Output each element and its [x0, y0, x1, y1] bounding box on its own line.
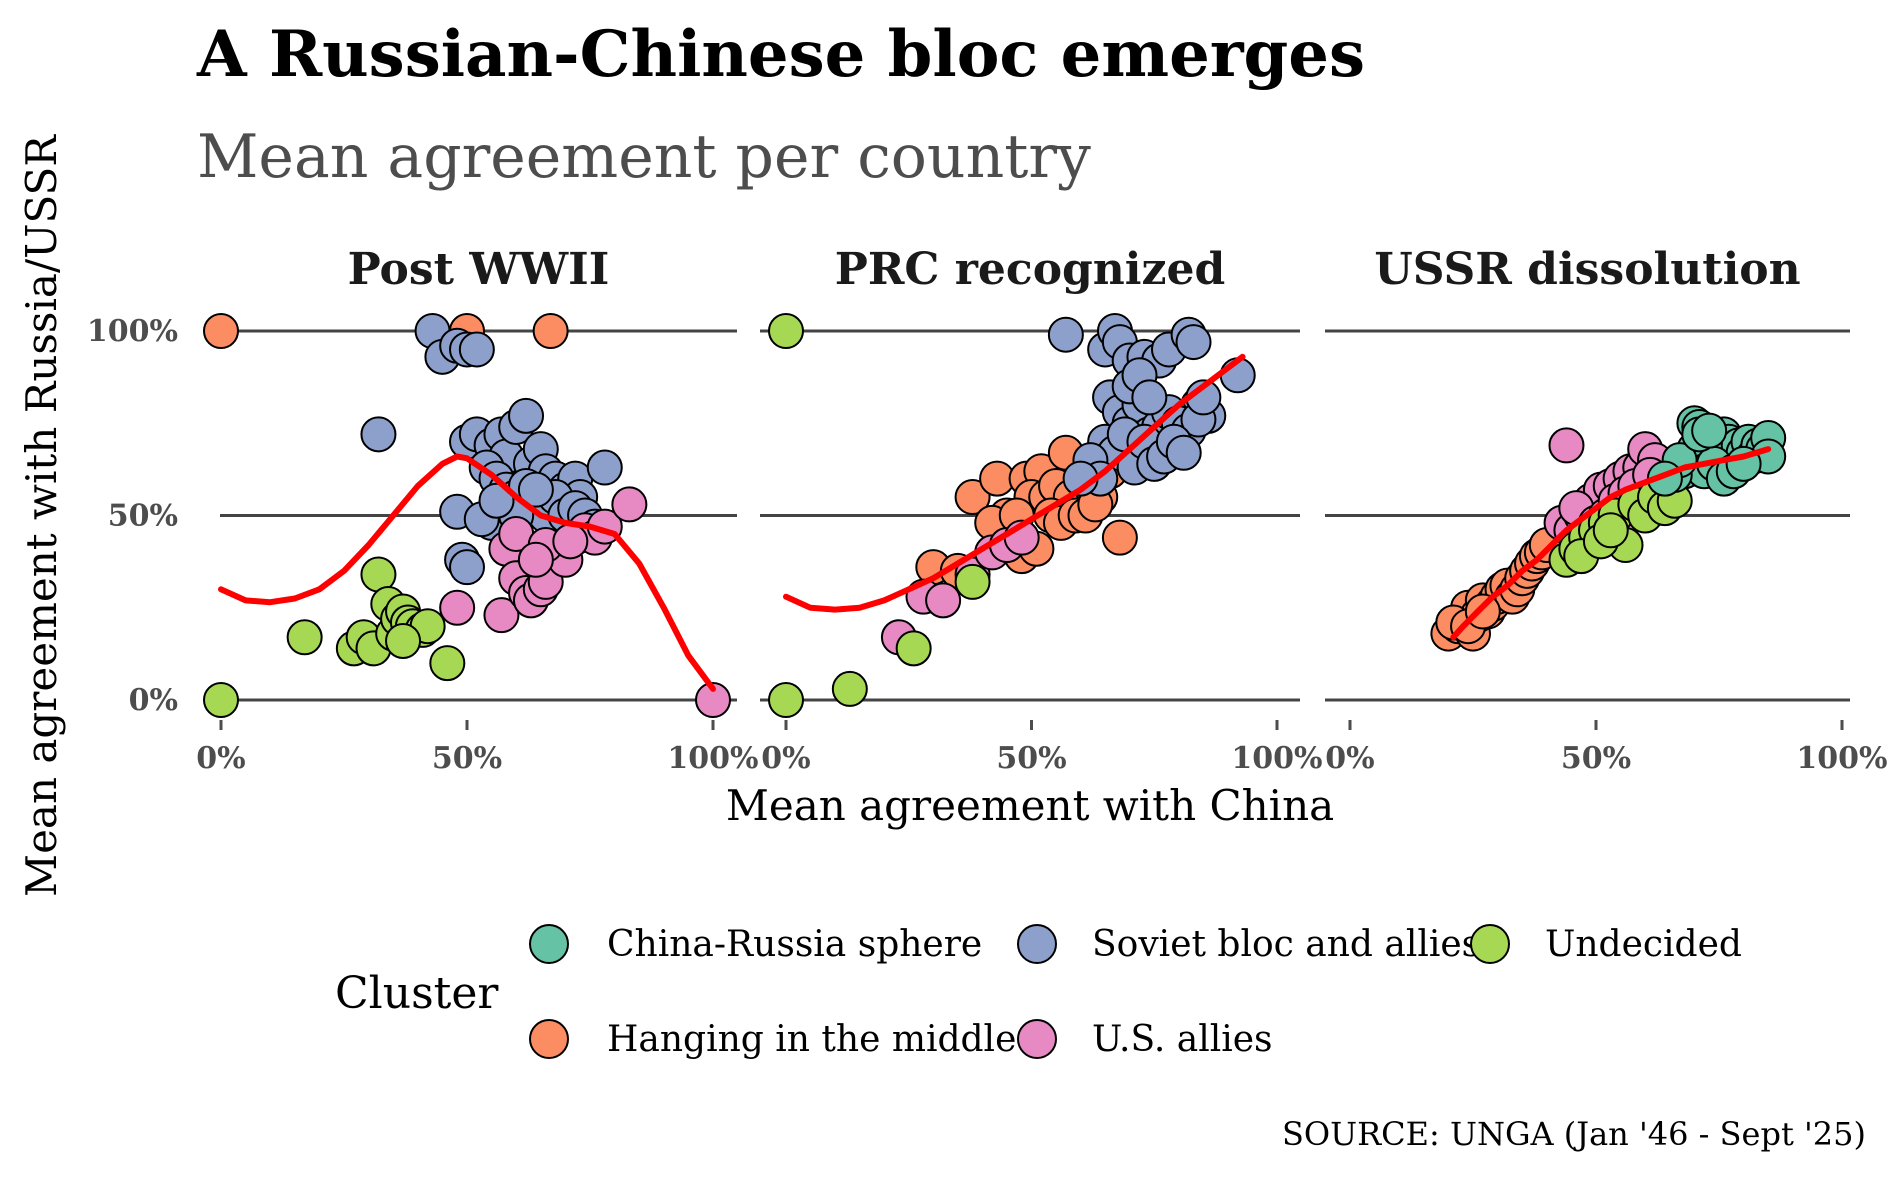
data-point-soviet: [458, 331, 495, 368]
data-point-soviet: [508, 397, 545, 434]
source-note: SOURCE: UNGA (Jan '46 - Sept '25): [1282, 1115, 1866, 1153]
data-point-soviet: [1165, 434, 1202, 471]
data-point-hanging: [1464, 593, 1501, 630]
data-point-undecided: [768, 682, 804, 718]
panel-1: Post WWII 0% 50% 100% 0% 50% 100%: [87, 244, 759, 776]
data-point-undecided: [429, 645, 466, 682]
x-tick-label: 0%: [196, 741, 245, 776]
data-point-us_allies: [552, 523, 589, 560]
x-tick-label: 0%: [1325, 741, 1374, 776]
trend-line: [783, 353, 1246, 613]
data-point-us_allies: [517, 541, 554, 578]
data-point-soviet: [478, 482, 515, 519]
panel-3: USSR dissolution 0% 50% 100%: [1325, 244, 1888, 776]
x-tick-label: 100%: [1231, 741, 1322, 776]
y-tick-label: 100%: [87, 314, 178, 349]
data-point-us_allies: [611, 486, 648, 523]
data-point-soviet: [360, 416, 397, 453]
data-point-us_allies: [925, 582, 962, 619]
legend-item-soviet: Soviet bloc and allies: [1017, 924, 1480, 965]
legend-item-us_allies: U.S. allies: [1017, 1019, 1273, 1060]
x-tick-label: 100%: [1796, 741, 1887, 776]
legend-swatch: [1017, 924, 1057, 964]
y-tick-label: 50%: [108, 499, 178, 534]
data-point-undecided: [286, 619, 323, 656]
legend-label: Soviet bloc and allies: [1092, 924, 1480, 965]
chart-title: A Russian-Chinese bloc emerges: [196, 17, 1365, 92]
data-point-hanging: [203, 313, 239, 349]
legend-label: Hanging in the middle: [607, 1019, 1016, 1060]
y-tick-label: 0%: [129, 683, 178, 718]
data-point-us_allies: [483, 597, 520, 634]
data-point-soviet: [1175, 324, 1212, 361]
legend-label: China-Russia sphere: [607, 924, 982, 965]
legend-swatch: [529, 924, 569, 964]
legend-swatch: [1470, 924, 1510, 964]
panel-title: PRC recognized: [835, 244, 1226, 295]
data-point-undecided: [954, 563, 991, 600]
legend-swatch: [1017, 1019, 1057, 1059]
trend-line: [1450, 446, 1772, 641]
data-point-undecided: [831, 670, 868, 707]
data-point-soviet: [1131, 379, 1168, 416]
x-tick-label: 100%: [667, 741, 758, 776]
data-point-hanging: [532, 313, 569, 349]
panel-2: PRC recognized 0% 50% 100%: [760, 244, 1323, 776]
trend-line: [218, 453, 716, 692]
data-point-undecided: [203, 682, 239, 718]
legend-swatch: [529, 1019, 569, 1059]
legend-item-undecided: Undecided: [1470, 924, 1742, 965]
data-point-undecided: [768, 313, 804, 349]
x-axis-label: Mean agreement with China: [726, 781, 1334, 830]
data-point-soviet: [517, 471, 554, 508]
data-point-soviet: [449, 549, 485, 586]
data-point-soviet: [1047, 316, 1084, 353]
data-point-undecided: [1592, 512, 1629, 549]
data-point-undecided: [385, 622, 422, 659]
panel-title: USSR dissolution: [1374, 244, 1800, 295]
data-point-us_allies: [439, 589, 476, 626]
x-tick-label: 0%: [761, 741, 810, 776]
data-point-undecided: [895, 630, 932, 667]
legend: Cluster China-Russia sphere Soviet bloc an…: [335, 924, 1742, 1060]
chart-subtitle: Mean agreement per country: [197, 122, 1091, 192]
legend-label: Undecided: [1545, 924, 1742, 965]
data-point-hanging: [954, 479, 991, 516]
data-point-soviet: [586, 449, 623, 486]
x-tick-label: 50%: [432, 741, 502, 776]
panel-title: Post WWII: [348, 244, 610, 295]
legend-label: U.S. allies: [1092, 1019, 1273, 1060]
legend-item-hanging: Hanging in the middle: [529, 1019, 1016, 1060]
x-tick-label: 50%: [996, 741, 1066, 776]
y-axis-label: Mean agreement with Russia/USSR: [17, 134, 66, 897]
data-point-us_allies: [1548, 427, 1585, 464]
data-point-us_allies: [695, 682, 731, 718]
legend-item-china_russia: China-Russia sphere: [529, 924, 982, 965]
x-tick-label: 50%: [1561, 741, 1631, 776]
data-point-china_russia: [1691, 412, 1728, 449]
legend-title: Cluster: [335, 968, 499, 1019]
data-point-hanging: [1101, 519, 1138, 556]
